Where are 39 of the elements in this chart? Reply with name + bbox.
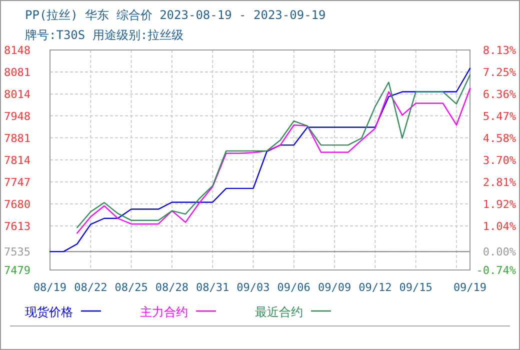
- legend-label: 现货价格: [25, 305, 73, 319]
- y2-tick-label: 1.92%: [482, 198, 516, 212]
- x-tick-label: 09/06: [277, 281, 310, 294]
- x-tick-label: 09/12: [358, 281, 392, 294]
- y-tick-label: 7680: [4, 198, 30, 211]
- y2-tick-label: 8.13%: [482, 44, 516, 57]
- y-tick-label: 7479: [4, 264, 30, 277]
- line-series: [49, 68, 471, 252]
- y-tick-label: 7948: [4, 110, 30, 123]
- x-tick-label: 08/28: [155, 281, 188, 294]
- x-tick-label: 08/19: [33, 281, 67, 294]
- y-tick-label: 7613: [4, 220, 30, 233]
- y2-tick-label: 4.58%: [482, 132, 516, 146]
- y2-tick-label: -0.74%: [476, 264, 516, 277]
- y2-tick-label: 3.70%: [482, 154, 516, 167]
- y2-tick-label: 5.47%: [482, 110, 516, 123]
- y2-tick-label: 0.00%: [482, 246, 516, 259]
- y2-tick-label: 7.25%: [482, 66, 516, 79]
- x-tick-label: 09/03: [236, 281, 270, 294]
- legend-label: 最近合约: [255, 305, 303, 319]
- y2-tick-label: 1.04%: [482, 220, 516, 233]
- x-tick-label: 09/15: [399, 281, 432, 294]
- x-tick-label: 09/19: [453, 281, 487, 294]
- y-tick-label: 8148: [4, 44, 30, 57]
- x-tick-label: 08/31: [196, 281, 230, 294]
- chart-title: PP(拉丝) 华东 综合价 2023-08-19 - 2023-09-19: [25, 8, 326, 22]
- y-tick-label: 7535: [4, 246, 30, 259]
- y-tick-label: 8014: [4, 88, 31, 102]
- y-tick-label: 8081: [4, 66, 30, 80]
- chart-subtitle: 牌号:T30S 用途级别:拉丝级: [25, 28, 184, 42]
- y-tick-label: 7814: [4, 154, 31, 167]
- x-tick-label: 09/09: [318, 281, 352, 294]
- x-tick-label: 08/25: [114, 281, 148, 294]
- y-tick-label: 7881: [4, 132, 30, 145]
- y2-tick-label: 6.36%: [482, 88, 516, 101]
- legend-label: 主力合约: [140, 305, 188, 319]
- y2-tick-label: 2.81%: [482, 176, 516, 189]
- y-tick-label: 7747: [4, 176, 30, 189]
- x-tick-label: 08/22: [74, 281, 108, 294]
